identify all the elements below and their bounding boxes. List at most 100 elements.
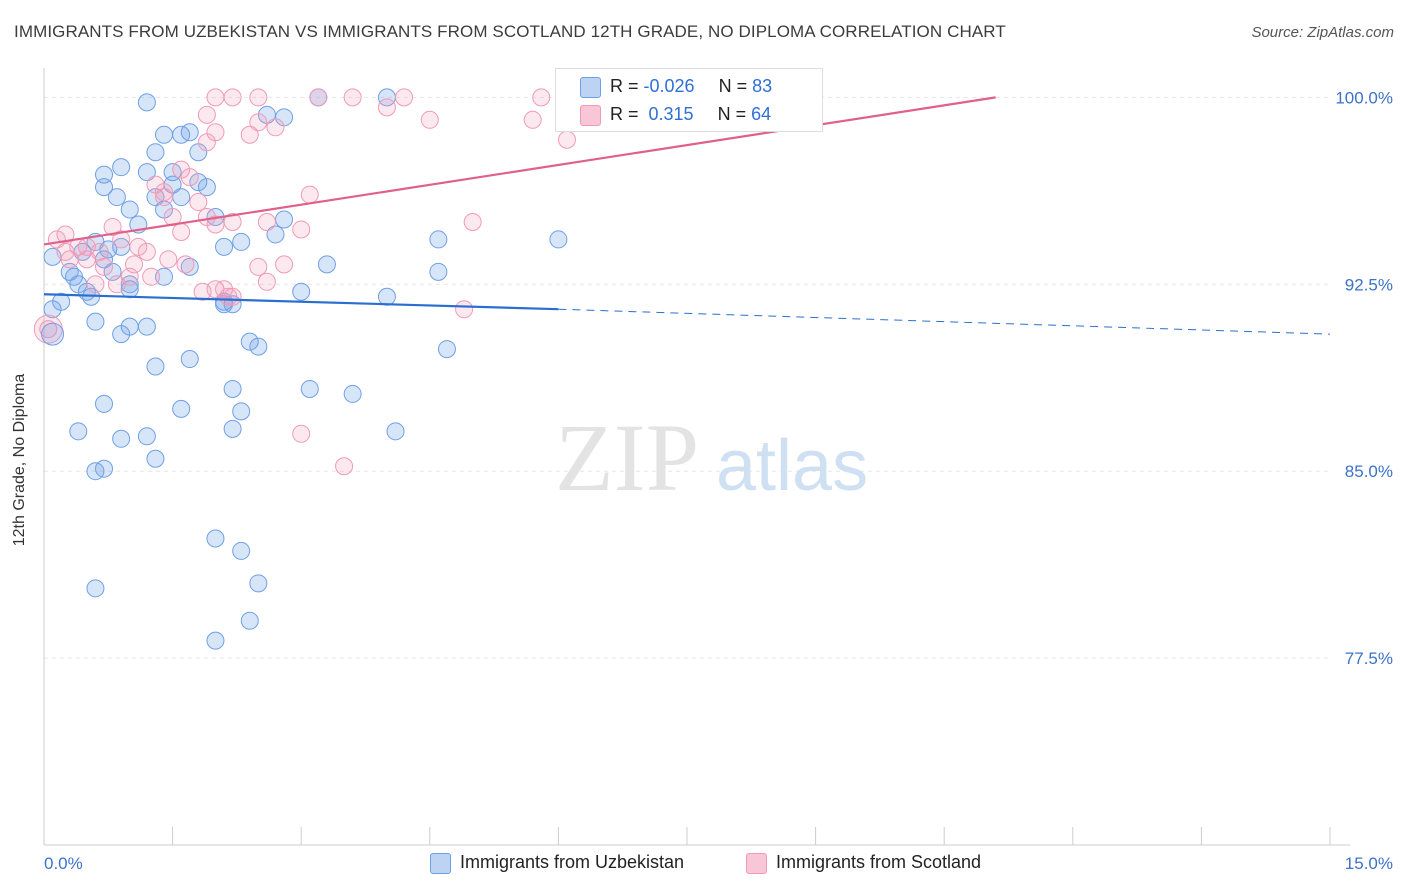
scotland-point [176,255,195,274]
uzbekistan-point [429,262,448,281]
scotland-point [172,160,191,179]
y-axis-title: 12th Grade, No Diploma [11,373,28,547]
uzbekistan-point [429,230,448,249]
scotland-point [95,257,114,276]
scotland-point [420,110,439,129]
scotland-point [223,88,242,107]
scotland-point [197,105,216,124]
uzbekistan-point [95,165,114,184]
correlation-legend: R = -0.026 N = 83 R = 0.315 N = 64 [555,68,823,132]
uzbekistan-point [197,178,216,197]
bottom-legend-swatch-scotland [746,853,767,874]
bottom-legend-label-scotland: Immigrants from Scotland [776,852,982,872]
legend-r-label: R = [610,76,644,96]
uzbekistan-point [137,163,156,182]
scotland-point [39,320,58,339]
legend-swatch-scotland [580,105,601,126]
scotland-point [129,237,148,256]
scotland-point [463,212,482,231]
uzbekistan-point [120,275,139,294]
legend-swatch-uzbekistan [580,77,601,98]
uzbekistan-point [232,402,251,421]
scotland-point [257,272,276,291]
scotland-point [86,275,105,294]
legend-n-value: 64 [751,104,772,124]
scotland-point [90,242,109,261]
uzbekistan-point [43,300,62,319]
scotland-point [155,183,174,202]
uzbekistan-point [146,143,165,162]
uzbekistan-point [146,357,165,376]
watermark-atlas: atlas [716,426,868,506]
scotland-point [532,88,551,107]
scotland-point [309,88,328,107]
x-tick-label: 0.0% [44,854,83,873]
uzbekistan-point [137,93,156,112]
uzbekistan-point [232,232,251,251]
y-tick-label: 77.5% [1345,649,1393,668]
uzbekistan-point [249,337,268,356]
scotland-point [292,424,311,443]
scotland-point [557,130,576,149]
scotland-point [219,287,238,306]
uzbekistan-point [86,579,105,598]
uzbekistan-point [172,188,191,207]
legend-n-value: 83 [752,76,773,96]
scotland-point [249,113,268,132]
uzbekistan-point [232,541,251,560]
uzbekistan-point [146,449,165,468]
uzbekistan-point [240,332,259,351]
scotland-point [300,185,319,204]
scotland-point [275,255,294,274]
uzbekistan-point [41,322,65,346]
scotland-point [189,193,208,212]
uzbekistan-point [137,427,156,446]
scotland-point [240,125,259,144]
uzbekistan-point [69,422,88,441]
uzbekistan-point [266,225,285,244]
scotland-point [455,300,474,319]
uzbekistan-point [95,178,114,197]
scotland-point [125,255,144,274]
uzbekistan-point [95,459,114,478]
scotland-point [257,212,276,231]
uzbekistan-point [549,230,568,249]
scotland-point [395,88,414,107]
source-credit: Source: ZipAtlas.com [1251,24,1394,41]
scotland-point [112,230,131,249]
scotland-point [266,118,285,137]
uzbekistan-point [180,350,199,369]
uzbekistan-point [317,255,336,274]
uzbekistan-point [65,267,84,286]
uzbekistan-point [240,611,259,630]
uzbekistan-point [377,287,396,306]
legend-r-value: -0.026 [643,76,695,96]
scotland-point [172,222,191,241]
uzbekistan-point [249,574,268,593]
scotland-point [159,250,178,269]
uzbekistan-point [300,379,319,398]
legend-r-value: 0.315 [643,104,694,124]
uzbekistan-point [206,529,225,548]
scotland-point [335,457,354,476]
scotland-point [523,110,542,129]
scotland-point [206,88,225,107]
scotland-point [56,225,75,244]
uzbekistan-trend-line [43,293,559,311]
legend-text-scotland: R = 0.315 N = 64 [610,104,771,125]
bottom-legend-label-uzbekistan: Immigrants from Uzbekistan [460,852,685,872]
uzbekistan-point [223,419,242,438]
legend-text-uzbekistan: R = -0.026 N = 83 [610,76,772,97]
uzbekistan-point [155,267,174,286]
uzbekistan-point [215,237,234,256]
scotland-point [249,88,268,107]
chart-title: IMMIGRANTS FROM UZBEKISTAN VS IMMIGRANTS… [14,22,1006,41]
uzbekistan-point [112,429,131,448]
bottom-legend-swatch-uzbekistan [430,853,451,874]
scotland-point [223,287,242,306]
uzbekistan-point [206,631,225,650]
scotland-trend-line [43,96,996,246]
uzbekistan-point [275,210,294,229]
scotland-point [103,217,122,236]
y-tick-label: 100.0% [1335,88,1393,107]
